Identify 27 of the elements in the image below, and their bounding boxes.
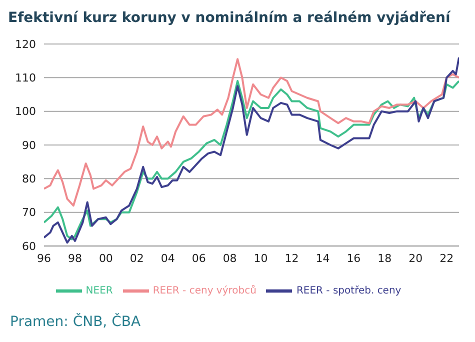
x-tick-label: 00	[98, 252, 113, 265]
x-tick-label: 18	[378, 252, 392, 265]
y-tick-label: 110	[15, 72, 36, 85]
legend-label: REER - ceny výrobců	[152, 286, 256, 297]
y-tick-label: 60	[22, 240, 36, 253]
x-tick-label: 96	[37, 252, 51, 265]
y-tick-label: 90	[22, 138, 36, 152]
x-tick-label: 02	[130, 252, 144, 265]
chart-title: Efektivní kurz koruny v nominálním a reálném vyjádření	[8, 9, 452, 28]
legend-label: NEER	[86, 286, 113, 297]
x-tick-label: 04	[160, 252, 175, 265]
text: Pramen: ČNB, ČBA	[9, 314, 142, 330]
x-tick-label: 98	[68, 252, 82, 265]
x-tick-label: 22	[440, 252, 454, 265]
legend-label: REER - spotřeb. ceny	[296, 286, 402, 297]
x-tick-label: 20	[408, 252, 423, 265]
x-tick-label: 06	[192, 252, 206, 265]
y-tick-label: 80	[22, 172, 36, 186]
x-tick-label: 12	[284, 252, 299, 265]
y-tick-label: 70	[22, 206, 36, 220]
y-tick-label: 100	[15, 105, 36, 118]
y-tick-label: 120	[15, 38, 36, 51]
x-tick-label: 08	[222, 252, 237, 265]
x-tick-label: 14	[316, 252, 330, 265]
x-tick-label: 10	[254, 252, 268, 265]
line-series	[44, 58, 459, 207]
x-tick-label: 16	[346, 252, 361, 265]
